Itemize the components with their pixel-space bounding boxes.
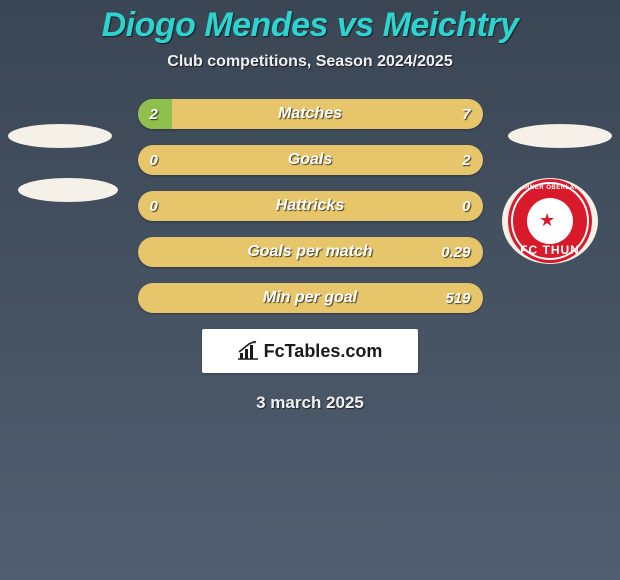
stat-value-right: 2 — [462, 145, 470, 175]
stat-value-left: 2 — [150, 99, 158, 129]
date-label: 3 march 2025 — [0, 393, 620, 413]
stat-label: Min per goal — [138, 283, 483, 313]
stat-value-right: 519 — [445, 283, 470, 313]
stat-value-left: 0 — [150, 145, 158, 175]
chart-icon — [238, 341, 260, 361]
stats-container: Matches27Goals02Hattricks00Goals per mat… — [0, 99, 620, 313]
stat-value-left: 0 — [150, 191, 158, 221]
stat-label: Hattricks — [138, 191, 483, 221]
stat-row: Goals per match0.29 — [138, 237, 483, 267]
stat-row: Min per goal519 — [138, 283, 483, 313]
stat-label: Goals per match — [138, 237, 483, 267]
page-title: Diogo Mendes vs Meichtry — [0, 6, 620, 45]
star-icon: ★ — [539, 210, 555, 231]
club-center-circle: ★ — [527, 198, 573, 244]
stat-value-right: 0 — [462, 191, 470, 221]
stat-row: Matches2 7 — [138, 99, 483, 129]
subtitle: Club competitions, Season 2024/2025 — [0, 53, 620, 71]
comparison-card: Diogo Mendes vs Meichtry Club competitio… — [0, 0, 620, 580]
stat-row: Hattricks0 0 — [138, 191, 483, 221]
brand-box: FcTables.com — [202, 329, 418, 373]
stat-label: Matches — [138, 99, 483, 129]
stat-value-right: 7 — [462, 99, 470, 129]
stat-label: Goals — [138, 145, 483, 175]
brand-text: FcTables.com — [264, 341, 383, 362]
stat-value-right: 0.29 — [441, 237, 470, 267]
stat-row: Goals0 2 — [138, 145, 483, 175]
